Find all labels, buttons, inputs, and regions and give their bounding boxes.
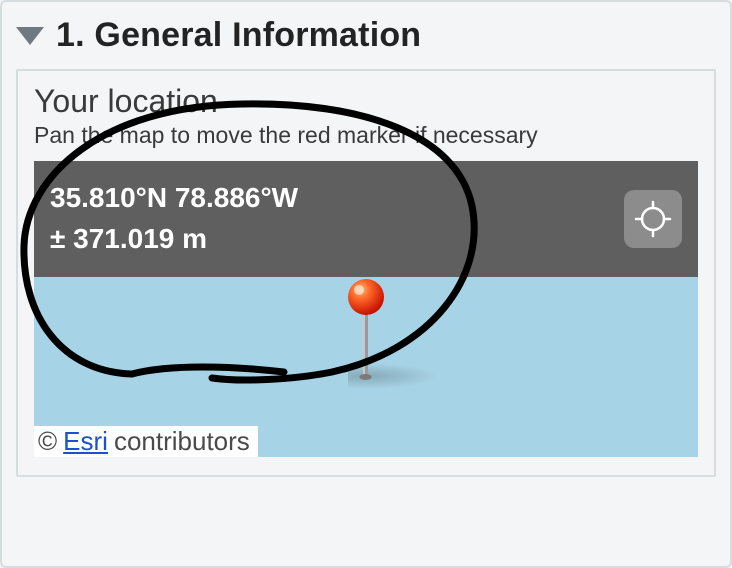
location-subtitle: Pan the map to move the red marker if ne… xyxy=(34,122,698,149)
section-header[interactable]: 1. General Information xyxy=(2,2,730,65)
panel: 1. General Information Your location Pan… xyxy=(0,0,732,568)
section-title: 1. General Information xyxy=(56,16,421,55)
coordinates-line2: ± 371.019 m xyxy=(50,219,298,260)
section-number: 1. xyxy=(56,16,85,54)
locate-button[interactable] xyxy=(624,190,682,248)
location-title: Your location xyxy=(34,83,698,120)
map-pin-icon xyxy=(344,277,388,390)
map-attribution: © Esri contributors xyxy=(34,426,258,457)
map-canvas[interactable]: © Esri contributors xyxy=(34,277,698,457)
esri-link[interactable]: Esri xyxy=(63,426,108,457)
map-area[interactable]: 35.810°N 78.886°W ± 371.019 m xyxy=(34,161,698,457)
coordinates-line1: 35.810°N 78.886°W xyxy=(50,178,298,219)
chevron-down-icon[interactable] xyxy=(16,27,44,45)
copyright-symbol: © xyxy=(38,426,57,457)
location-card: Your location Pan the map to move the re… xyxy=(16,69,716,477)
attribution-suffix: contributors xyxy=(114,426,250,457)
section-title-text: General Information xyxy=(94,16,421,54)
locate-icon xyxy=(633,199,673,239)
map-header-bar: 35.810°N 78.886°W ± 371.019 m xyxy=(34,161,698,277)
coordinates-readout: 35.810°N 78.886°W ± 371.019 m xyxy=(50,178,298,259)
